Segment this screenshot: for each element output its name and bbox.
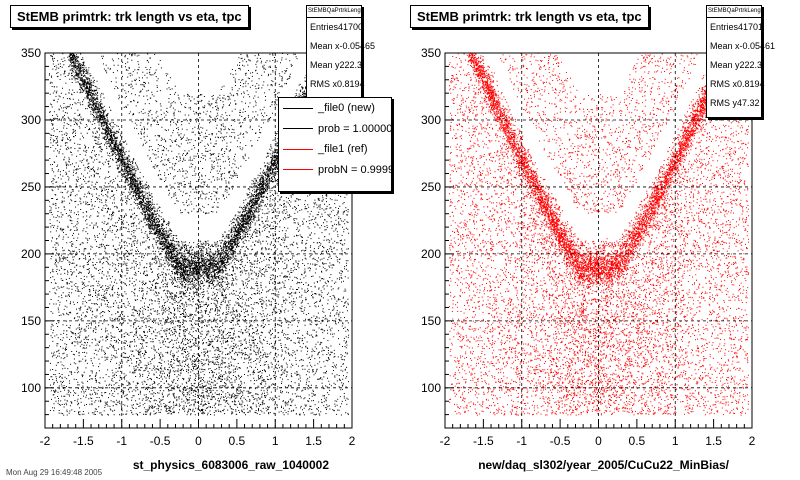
plot-1: -2 -1.5 -1 -0.5 0 0.5 1 1.5 2 100 150 200 250 300 350 n… xyxy=(421,46,756,472)
x-tick-label: -2 xyxy=(40,434,51,448)
stats-name: StEMBQaPrtrkLengthVsEtaT xyxy=(307,6,361,18)
x-tick-label: 1 xyxy=(272,434,279,448)
y-tick-label: 200 xyxy=(21,247,41,261)
scatter-markers xyxy=(48,53,350,416)
stats-row-mean-x: Mean x -0.05465 xyxy=(310,41,376,51)
x-tick-label: 0.5 xyxy=(229,434,246,448)
y-tick-label: 150 xyxy=(21,314,41,328)
data-points xyxy=(48,53,350,416)
legend-entry: prob = 1.000000 xyxy=(279,119,391,140)
left-plot-title: StEMB primtrk: trk length vs eta, tpc xyxy=(10,5,249,28)
y-tick-label: 350 xyxy=(421,46,441,60)
stats-row-entries: Entries 41701 xyxy=(710,22,764,32)
ticks xyxy=(44,52,353,428)
x-tick-label: -1 xyxy=(516,434,527,448)
grid xyxy=(445,53,752,428)
y-tick-label: 200 xyxy=(421,247,441,261)
y-tick-label: 350 xyxy=(21,46,41,60)
scatter-markers xyxy=(448,53,750,416)
legend-entry: _file0 (new) xyxy=(279,98,391,119)
x-tick-label: 0 xyxy=(595,434,602,448)
x-tick-label: 2 xyxy=(349,434,356,448)
x-tick-label: 0.5 xyxy=(629,434,646,448)
stats-row-entries: Entries 41700 xyxy=(310,22,364,32)
legend-entry: probN = 0.999999 xyxy=(279,160,391,181)
y-tick-label: 100 xyxy=(421,381,441,395)
x-tick-label: 1 xyxy=(672,434,679,448)
stats-row-mean-y: Mean y 222.3 xyxy=(710,60,763,70)
x-tick-label: -0.5 xyxy=(150,434,171,448)
x-tick-label: -2 xyxy=(440,434,451,448)
x-tick-label: -1.5 xyxy=(73,434,94,448)
ticks xyxy=(444,52,753,428)
stats-row-rms-x: RMS x 0.8194 xyxy=(710,79,765,89)
y-tick-label: 250 xyxy=(421,180,441,194)
x-tick-label: -1.5 xyxy=(473,434,494,448)
x-tick-label: -1 xyxy=(116,434,127,448)
legend-entry: _file1 (ref) xyxy=(279,139,391,160)
timestamp: Mon Aug 29 16:49:48 2005 xyxy=(6,468,103,477)
x-tick-label: 1.5 xyxy=(705,434,722,448)
stats-row-rms-y: RMS y 47.32 xyxy=(710,98,760,108)
grid xyxy=(45,53,352,428)
stats-name: StEMBQaPrtrkLengthVsEtaT xyxy=(707,6,761,18)
stats-row-mean-y: Mean y 222.3 xyxy=(310,60,363,70)
y-tick-label: 300 xyxy=(421,113,441,127)
data-points xyxy=(448,53,750,416)
y-tick-label: 100 xyxy=(21,381,41,395)
x-tick-label: -0.5 xyxy=(550,434,571,448)
x-tick-label: 2 xyxy=(749,434,756,448)
right-plot-title: StEMB primtrk: trk length vs eta, tpc xyxy=(410,5,649,28)
legend: _file0 (new) prob = 1.000000 _file1 (ref… xyxy=(278,97,392,192)
stats-row-rms-x: RMS x 0.8194 xyxy=(310,79,365,89)
x-axis-label: st_physics_6083006_raw_1040002 xyxy=(133,458,329,472)
y-tick-label: 250 xyxy=(21,180,41,194)
y-tick-label: 300 xyxy=(21,113,41,127)
x-axis-label: new/daq_sl302/year_2005/CuCu22_MinBias/ xyxy=(478,458,729,472)
y-tick-label: 150 xyxy=(421,314,441,328)
x-tick-label: 1.5 xyxy=(305,434,322,448)
x-tick-label: 0 xyxy=(195,434,202,448)
stats-row-mean-x: Mean x -0.05461 xyxy=(710,41,776,51)
